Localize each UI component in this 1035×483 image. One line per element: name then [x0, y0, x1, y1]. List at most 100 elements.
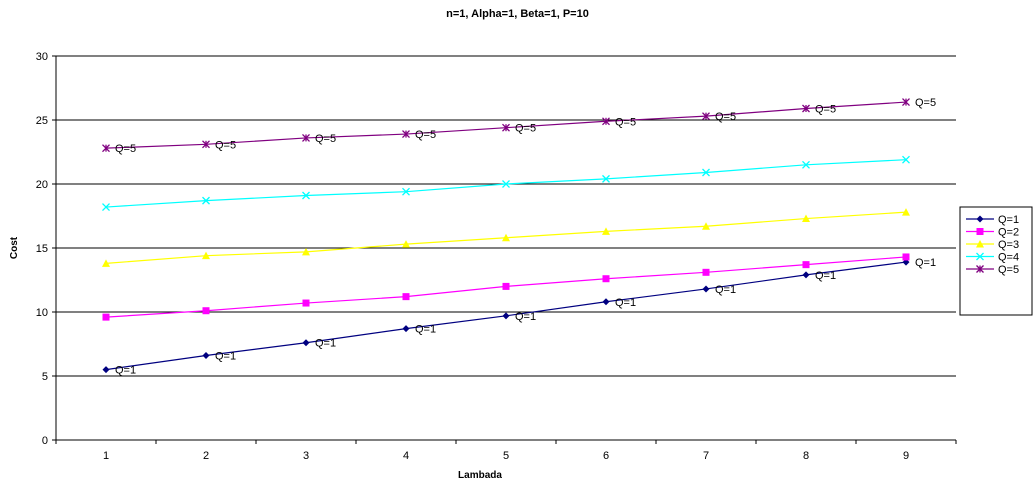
legend-marker	[976, 215, 984, 223]
data-point	[602, 275, 610, 283]
data-point	[102, 366, 110, 374]
data-label: Q=5	[815, 103, 836, 115]
data-label: Q=1	[415, 324, 436, 336]
data-point	[502, 123, 510, 132]
data-point	[102, 259, 110, 267]
x-tick-label: 5	[503, 450, 509, 462]
data-label: Q=5	[315, 133, 336, 145]
data-point	[802, 271, 810, 279]
x-axis-title: Lambada	[458, 470, 502, 481]
data-point	[602, 174, 610, 183]
data-point	[402, 240, 410, 248]
data-point	[502, 233, 510, 242]
data-point	[202, 196, 210, 205]
y-tick-label: 25	[36, 115, 48, 127]
series-Q=4	[102, 155, 910, 211]
series-Q=5: Q=5 Q=5 Q=5 Q=5 Q=5 Q=5 Q=5 Q=5 Q=5	[102, 97, 936, 155]
tick-labels: 0 5 10 15 20 25 30 1 2 3 4 5 6 7 8 9	[36, 51, 957, 462]
data-label: Q=1	[215, 351, 236, 363]
data-point	[302, 133, 310, 142]
x-tick-label: 9	[903, 450, 909, 462]
data-point	[702, 168, 710, 177]
chart-title: n=1, Alpha=1, Beta=1, P=10	[446, 8, 589, 20]
legend-marker	[976, 252, 984, 261]
y-tick-label: 5	[42, 371, 48, 383]
x-tick-label: 2	[203, 450, 209, 462]
data-point	[602, 298, 610, 306]
data-point	[402, 293, 410, 301]
data-point	[302, 299, 310, 307]
data-point	[702, 222, 710, 230]
legend-box	[959, 206, 1033, 316]
data-point	[202, 140, 210, 149]
y-tick-label: 15	[36, 243, 48, 255]
data-label: Q=1	[515, 311, 536, 323]
legend: Q=1Q=2Q=3Q=4Q=5	[959, 206, 1033, 316]
data-point	[302, 339, 310, 347]
y-tick-label: 0	[42, 435, 48, 447]
data-point	[202, 251, 210, 260]
legend-label: Q=4	[998, 252, 1019, 264]
series-Q=1: Q=1 Q=1 Q=1 Q=1 Q=1 Q=1 Q=1 Q=1 Q=1	[102, 257, 936, 377]
data-point	[902, 253, 910, 261]
legend-item-Q=2: Q=2	[966, 227, 1019, 239]
data-point	[402, 325, 410, 333]
data-point	[702, 112, 710, 121]
data-point	[902, 98, 910, 107]
legend-marker	[976, 240, 984, 248]
data-point	[602, 227, 610, 235]
data-label: Q=5	[515, 123, 536, 135]
data-label: Q=1	[815, 270, 836, 282]
data-point	[502, 180, 510, 188]
series-group: Q=1 Q=1 Q=1 Q=1 Q=1 Q=1 Q=1 Q=1 Q=1 Q=5 Q=5 Q=5 Q=5 Q…	[102, 97, 936, 377]
data-label: Q=1	[915, 257, 936, 269]
legend-label: Q=5	[998, 264, 1019, 276]
x-tick-label: 1	[103, 450, 109, 462]
data-point	[602, 117, 610, 126]
y-tick-label: 10	[36, 307, 48, 319]
series-Q=2	[102, 253, 910, 321]
legend-label: Q=3	[998, 239, 1019, 251]
data-point	[502, 312, 510, 320]
data-point	[802, 104, 810, 113]
data-point	[302, 247, 310, 256]
data-label: Q=1	[115, 365, 136, 377]
data-point	[302, 191, 310, 200]
data-point	[102, 144, 110, 153]
data-label: Q=1	[715, 284, 736, 296]
data-point	[502, 282, 510, 290]
data-point	[802, 261, 810, 269]
legend-item-Q=3: Q=3	[966, 239, 1019, 251]
data-point	[802, 214, 810, 223]
legend-marker	[976, 228, 984, 235]
y-tick-label: 30	[36, 51, 48, 63]
y-axis-title: Cost	[9, 236, 20, 259]
legend-label: Q=1	[998, 214, 1019, 226]
data-label: Q=5	[715, 111, 736, 123]
x-tick-label: 4	[403, 450, 409, 462]
x-tick-label: 3	[303, 450, 309, 462]
data-point	[102, 313, 110, 321]
data-point	[202, 352, 210, 360]
x-tick-label: 7	[703, 450, 709, 462]
series-Q=3	[102, 208, 910, 267]
data-label: Q=5	[615, 116, 636, 128]
legend-label: Q=2	[998, 227, 1019, 239]
legend-item-Q=5: Q=5	[966, 264, 1019, 276]
legend-marker	[976, 265, 984, 273]
legend-item-Q=1: Q=1	[966, 214, 1019, 226]
data-label: Q=1	[315, 338, 336, 350]
data-point	[402, 187, 410, 196]
data-point	[702, 268, 710, 276]
data-point	[902, 155, 910, 164]
data-point	[402, 130, 410, 139]
x-tick-label: 6	[603, 450, 609, 462]
data-label: Q=5	[915, 97, 936, 109]
data-label: Q=1	[615, 297, 636, 309]
data-point	[702, 285, 710, 293]
data-point	[902, 208, 910, 216]
data-label: Q=5	[415, 129, 436, 141]
data-point	[202, 307, 210, 315]
data-label: Q=5	[215, 139, 236, 151]
